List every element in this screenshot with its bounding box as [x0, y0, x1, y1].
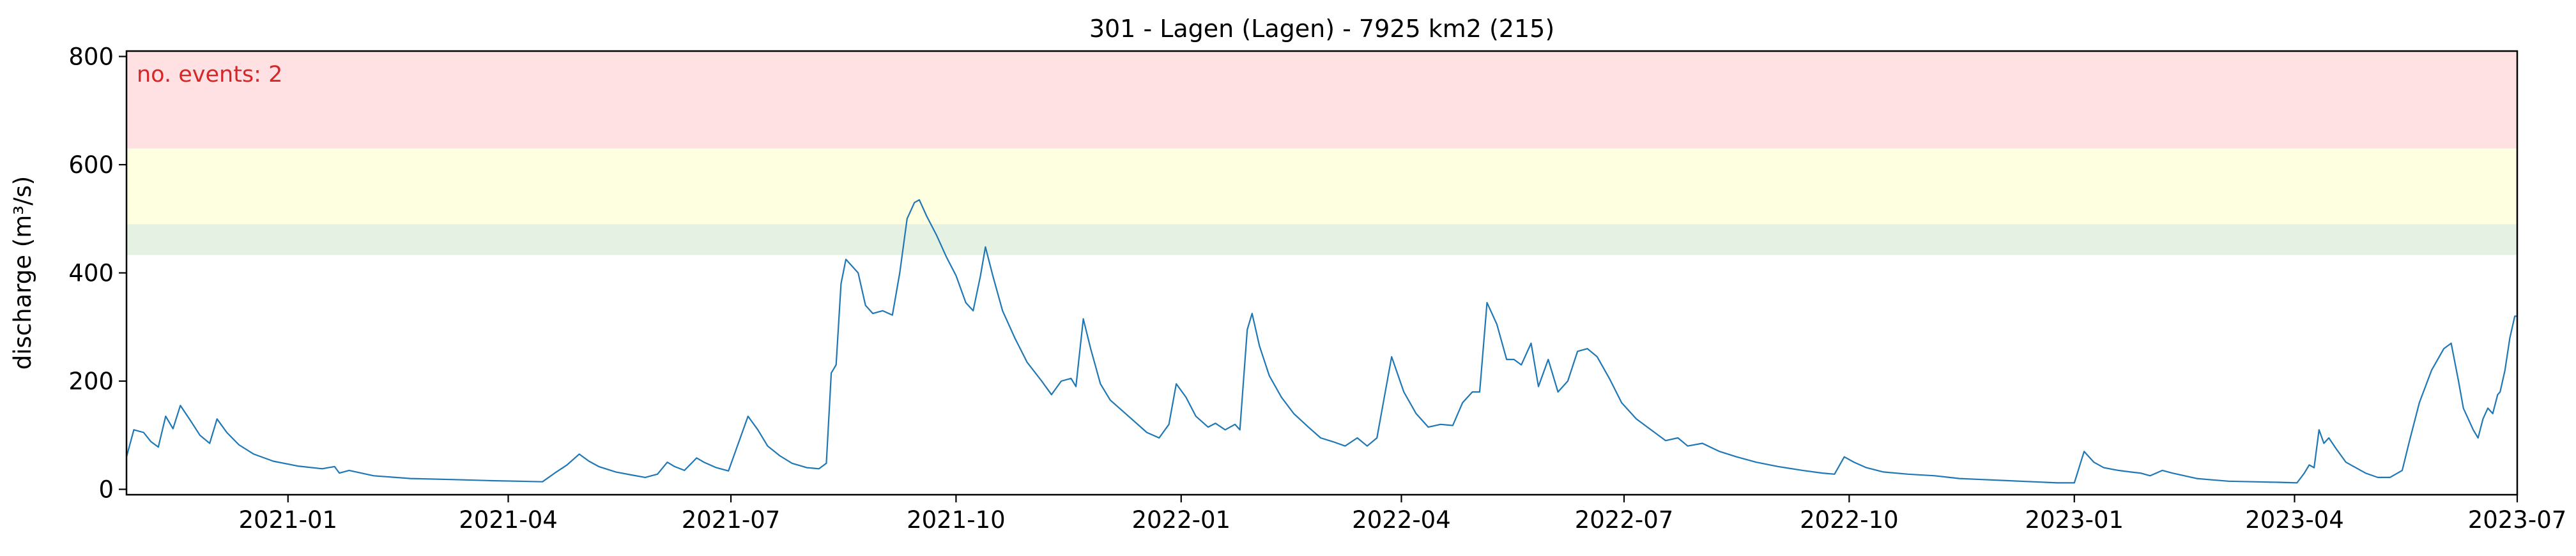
x-tick-label: 2021-04: [459, 506, 558, 534]
x-tick-label: 2022-04: [1352, 506, 1451, 534]
threshold-band-1: [126, 148, 2517, 225]
y-tick-label: 400: [68, 260, 114, 287]
threshold-band-0: [126, 51, 2517, 149]
y-axis-label: discharge (m³/s): [9, 176, 36, 370]
y-tick-label: 0: [98, 476, 114, 504]
events-count-annotation: no. events: 2: [137, 62, 282, 87]
x-tick-label: 2023-01: [2025, 506, 2124, 534]
x-tick-label: 2023-07: [2468, 506, 2567, 534]
x-tick-label: 2021-01: [238, 506, 337, 534]
chart-title: 301 - Lagen (Lagen) - 7925 km2 (215): [1089, 15, 1554, 43]
y-tick-label: 200: [68, 368, 114, 395]
x-tick-label: 2022-01: [1131, 506, 1230, 534]
x-tick-label: 2023-04: [2245, 506, 2344, 534]
threshold-bands: [126, 51, 2517, 255]
x-tick-label: 2022-07: [1575, 506, 1674, 534]
threshold-band-2: [126, 224, 2517, 255]
x-tick-label: 2021-10: [907, 506, 1006, 534]
x-tick-label: 2021-07: [682, 506, 781, 534]
x-axis-ticks: 2021-01 2021-04 2021-07 2021-10 2022-01 2022-…: [238, 495, 2566, 534]
y-axis-ticks: 0 200 400 600 800: [68, 43, 126, 504]
discharge-series-line: [125, 199, 2517, 484]
x-tick-label: 2022-10: [1800, 506, 1899, 534]
y-tick-label: 800: [68, 43, 114, 70]
y-tick-label: 600: [68, 151, 114, 179]
